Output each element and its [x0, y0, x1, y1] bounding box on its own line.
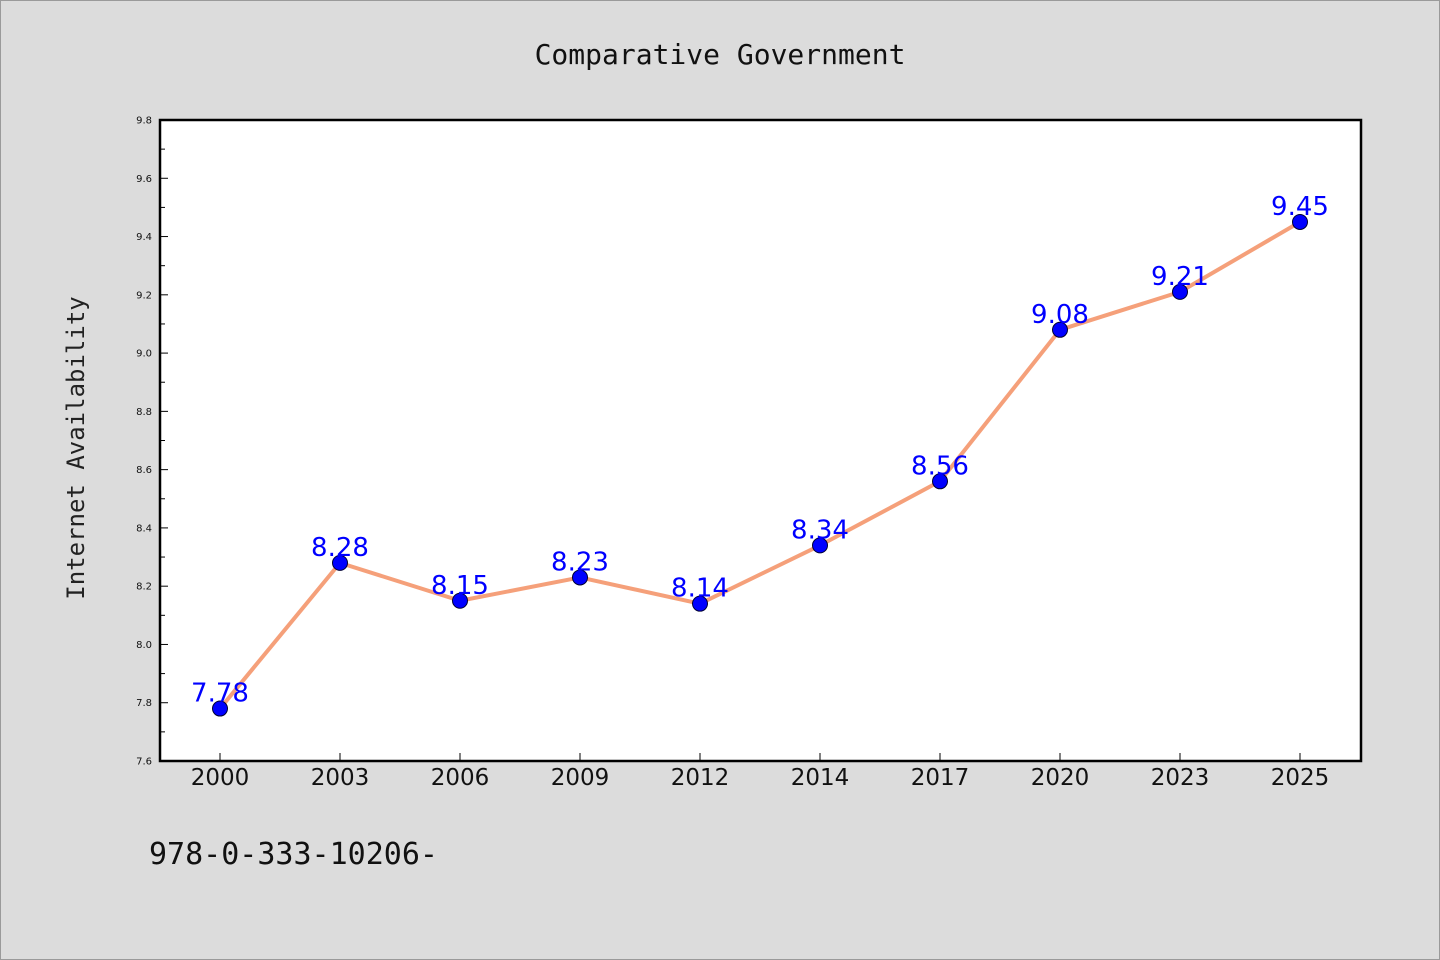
- data-label: 8.14: [671, 574, 729, 604]
- y-axis-label: Internet Availability: [62, 296, 90, 599]
- data-point: [932, 473, 948, 490]
- data-label: 8.15: [431, 571, 489, 601]
- y-tick-label: 8.4: [136, 523, 152, 534]
- y-tick-label: 8.2: [136, 582, 152, 593]
- data-label: 8.28: [311, 533, 369, 563]
- x-tick-label: 2020: [1031, 765, 1090, 791]
- x-tick-label: 2000: [191, 765, 250, 791]
- x-tick-label: 2003: [311, 765, 370, 791]
- y-tick-label: 9.6: [136, 174, 152, 185]
- data-label: 8.23: [551, 547, 609, 577]
- y-tick-label: 9.2: [136, 290, 152, 301]
- y-tick-label: 7.6: [136, 757, 152, 768]
- x-tick-label: 2009: [551, 765, 610, 791]
- data-point: [812, 537, 828, 554]
- x-tick-label: 2017: [911, 765, 970, 791]
- x-axis-ticks: 2000 2003 2006 2009 2012 2014 2017 2020 2023 2025: [191, 753, 1330, 791]
- y-tick-label: 9.8: [136, 116, 152, 127]
- y-tick-label: 9.0: [136, 349, 152, 360]
- plot-area: [158, 118, 1363, 763]
- chart-title: Comparative Government: [535, 38, 906, 71]
- data-label: 9.21: [1151, 262, 1209, 292]
- y-tick-label: 7.8: [136, 698, 152, 709]
- x-tick-label: 2014: [791, 765, 850, 791]
- y-tick-label: 8.0: [136, 640, 152, 651]
- data-label: 8.34: [791, 515, 849, 545]
- isbn-footer: 978-0-333-10206-: [149, 837, 438, 872]
- x-tick-label: 2012: [671, 765, 730, 791]
- x-tick-label: 2025: [1271, 765, 1330, 791]
- y-tick-label: 8.8: [136, 407, 152, 418]
- data-point: [692, 595, 708, 612]
- data-labels: 7.78 8.28 8.15 8.23 8.14 8.34 8.56 9.08 9.21 9.45: [191, 192, 1329, 709]
- y-axis-ticks: 7.6 7.8 8.0 8.2 8.4 8.6 8.8 9.0 9.2 9.4 9.6 9.8: [136, 116, 168, 768]
- data-label: 9.45: [1271, 192, 1329, 222]
- data-label: 8.56: [911, 451, 969, 481]
- data-point: [572, 569, 588, 586]
- series-line-group: [218, 220, 1302, 710]
- data-point: [332, 554, 348, 571]
- data-point: [1172, 283, 1188, 300]
- data-point: [452, 592, 468, 609]
- x-tick-label: 2006: [431, 765, 490, 791]
- y-tick-label: 8.6: [136, 465, 152, 476]
- data-point: [1052, 321, 1068, 338]
- data-label: 7.78: [191, 679, 249, 709]
- data-markers: [212, 213, 1308, 717]
- series-line: [218, 220, 1302, 710]
- data-label: 9.08: [1031, 300, 1089, 330]
- x-tick-label: 2023: [1151, 765, 1210, 791]
- y-tick-label: 9.4: [136, 232, 152, 243]
- data-point: [212, 700, 228, 717]
- data-point: [1292, 213, 1308, 230]
